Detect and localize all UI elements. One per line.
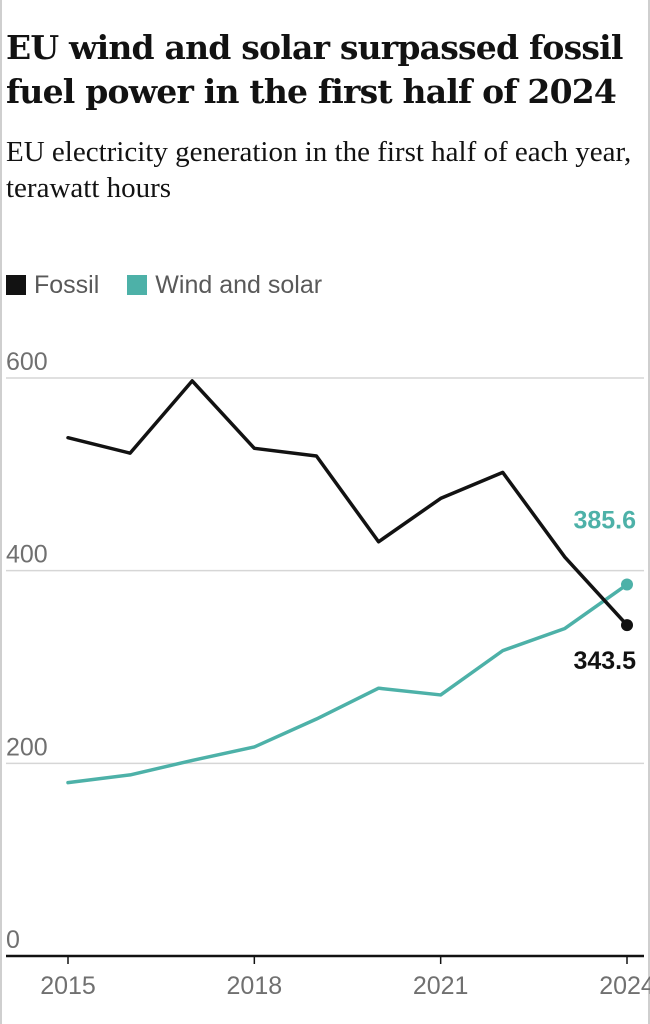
y-tick-label-400: 400 (6, 541, 48, 569)
end-label-fossil: 343.5 (573, 647, 636, 675)
legend-label-fossil: Fossil (34, 270, 100, 299)
x-tick-label-2021: 2021 (413, 972, 469, 1000)
legend: Fossil Wind and solar (6, 268, 350, 302)
legend-item-fossil: Fossil (6, 271, 99, 300)
series-endpoint-wind-solar (621, 578, 633, 591)
y-tick-label-0: 0 (6, 926, 20, 954)
y-tick-label-600: 600 (6, 348, 48, 376)
x-tick-label-2015: 2015 (40, 972, 96, 1000)
y-tick-label-200: 200 (6, 733, 48, 761)
series-line-fossil (66, 379, 629, 627)
legend-item-wind-solar: Wind and solar (127, 271, 322, 300)
legend-swatch-fossil (6, 275, 26, 295)
frame-left-border (0, 0, 2, 1024)
x-tick-label-2024: 2024 (599, 972, 650, 1000)
end-label-wind-solar: 385.6 (573, 507, 636, 535)
series-line-wind-solar (66, 582, 629, 785)
series-endpoint-fossil (621, 619, 633, 632)
legend-swatch-wind-solar (127, 275, 148, 295)
chart-title: EU wind and solar surpassed fossil fuel … (6, 28, 623, 111)
chart-subtitle: EU electricity generation in the first h… (6, 136, 632, 204)
legend-label-wind-solar: Wind and solar (155, 270, 323, 299)
x-tick-label-2018: 2018 (227, 972, 283, 1000)
frame-right-border (648, 0, 650, 1024)
